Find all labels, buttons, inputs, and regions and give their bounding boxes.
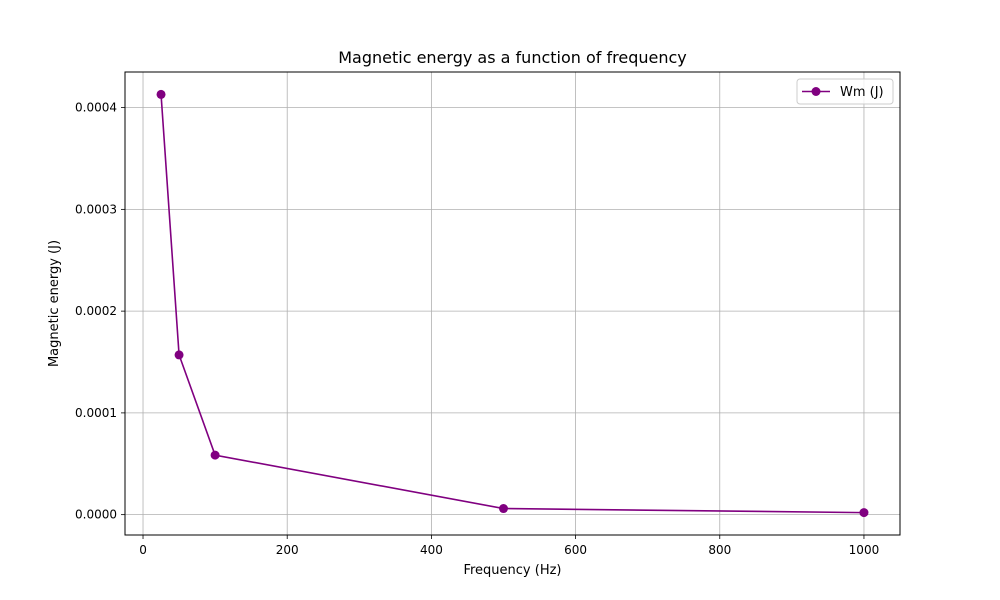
data-point bbox=[210, 450, 220, 460]
legend-marker-sample bbox=[811, 87, 821, 96]
y-tick-label: 0.0004 bbox=[75, 101, 117, 115]
data-point bbox=[174, 350, 184, 360]
data-point bbox=[859, 508, 869, 518]
plot-frame bbox=[124, 71, 901, 536]
y-tick-label: 0.0002 bbox=[75, 304, 117, 318]
y-axis-label: Magnetic energy (J) bbox=[47, 240, 62, 367]
x-tick-label: 0 bbox=[139, 543, 147, 557]
legend-box bbox=[796, 78, 894, 105]
x-axis-ticks: 0 200 400 600 800 1000 bbox=[139, 535, 879, 557]
y-axis-ticks: 0.0000 0.0001 0.0002 0.0003 0.0004 bbox=[75, 101, 125, 522]
x-tick-label: 200 bbox=[276, 543, 299, 557]
series-line-wm bbox=[160, 94, 864, 514]
grid bbox=[125, 72, 900, 535]
series-layer bbox=[156, 89, 869, 518]
x-tick-label: 1000 bbox=[849, 543, 880, 557]
x-tick-label: 400 bbox=[420, 543, 443, 557]
y-tick-label: 0.0000 bbox=[75, 508, 117, 522]
y-tick-label: 0.0003 bbox=[75, 202, 117, 216]
x-axis-label: Frequency (Hz) bbox=[463, 563, 561, 578]
legend-entry-wm: Wm (J) bbox=[840, 85, 884, 100]
data-point bbox=[156, 89, 166, 99]
x-tick-label: 600 bbox=[564, 543, 587, 557]
legend: Wm (J) bbox=[796, 78, 894, 105]
y-tick-label: 0.0001 bbox=[75, 406, 117, 420]
x-tick-label: 800 bbox=[708, 543, 731, 557]
chart-title: Magnetic energy as a function of frequen… bbox=[338, 48, 687, 67]
data-point bbox=[498, 504, 508, 514]
